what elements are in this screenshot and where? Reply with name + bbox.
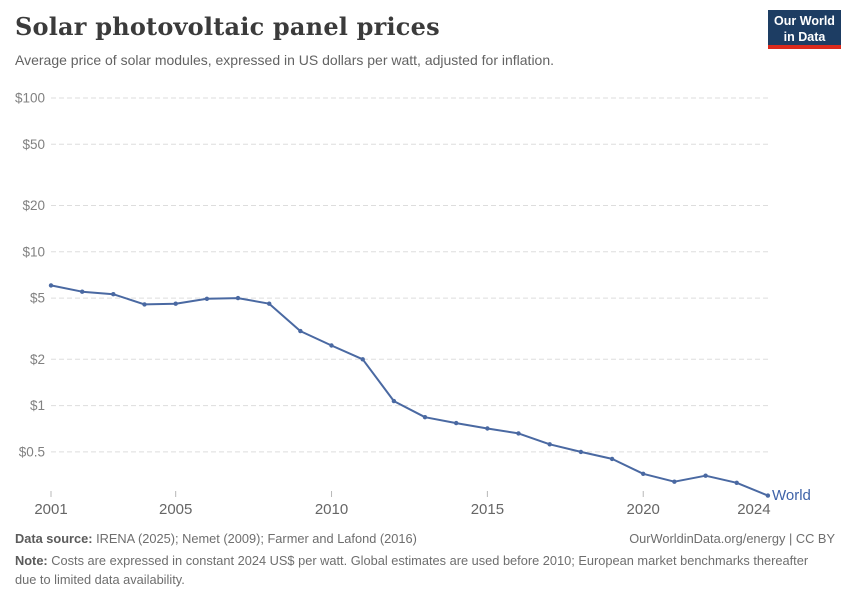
x-axis-tick-label: 2020 xyxy=(627,501,660,518)
data-point[interactable] xyxy=(609,456,615,462)
y-axis-tick-label: $10 xyxy=(22,244,45,259)
series-end-label[interactable]: World xyxy=(772,487,811,504)
data-point[interactable] xyxy=(235,295,241,301)
y-axis-tick-label: $1 xyxy=(30,398,45,413)
chart-subtitle: Average price of solar modules, expresse… xyxy=(15,52,555,68)
data-point[interactable] xyxy=(80,289,85,294)
data-point[interactable] xyxy=(641,471,646,476)
data-point[interactable] xyxy=(765,493,771,498)
data-point[interactable] xyxy=(204,296,210,301)
chart-footer: Data source: IRENA (2025); Nemet (2009);… xyxy=(15,531,835,589)
owid-logo-line1: Our World xyxy=(774,14,835,28)
line-chart-canvas[interactable]: $100 $50 $20 $10 $5 $2 $1 $0.5 2001 2005 2010 2015 2… xyxy=(0,0,850,525)
data-point[interactable] xyxy=(360,357,365,362)
x-axis-tick-label: 2015 xyxy=(471,501,504,518)
data-point[interactable] xyxy=(111,292,116,297)
data-point[interactable] xyxy=(391,398,397,404)
data-point[interactable] xyxy=(298,328,303,334)
y-axis-tick-label: $5 xyxy=(30,291,45,306)
x-axis-tick-label: 2010 xyxy=(315,501,348,518)
y-axis-tick-label: $20 xyxy=(22,198,45,213)
owid-logo[interactable]: Our World in Data xyxy=(768,10,841,49)
note-label: Note: xyxy=(15,553,48,568)
data-point[interactable] xyxy=(329,343,334,348)
data-point[interactable] xyxy=(703,473,708,478)
data-point[interactable] xyxy=(516,431,521,436)
data-source-text: IRENA (2025); Nemet (2009); Farmer and L… xyxy=(92,531,417,546)
x-axis-tick-label: 2005 xyxy=(159,501,192,518)
attribution-link[interactable]: OurWorldinData.org/energy | CC BY xyxy=(629,531,835,546)
y-axis-tick-label: $100 xyxy=(15,91,45,106)
x-axis-tick-label: 2001 xyxy=(34,501,67,518)
page-title: Solar photovoltaic panel prices xyxy=(15,12,440,41)
data-point[interactable] xyxy=(672,479,677,484)
data-source-label: Data source: xyxy=(15,531,93,546)
note-text: Costs are expressed in constant 2024 US$… xyxy=(15,553,809,587)
y-axis-tick-label: $50 xyxy=(22,137,45,152)
data-point[interactable] xyxy=(454,420,459,426)
data-point[interactable] xyxy=(485,426,490,431)
data-point[interactable] xyxy=(422,415,428,420)
data-point[interactable] xyxy=(48,283,54,288)
data-point[interactable] xyxy=(734,480,739,485)
owid-logo-line2: in Data xyxy=(783,29,826,44)
data-point[interactable] xyxy=(142,302,147,307)
series-line-world[interactable] xyxy=(50,284,769,497)
y-axis-tick-label: $0.5 xyxy=(19,444,45,459)
x-axis-tick-label: 2024 xyxy=(737,501,770,518)
data-point[interactable] xyxy=(267,301,272,306)
data-point[interactable] xyxy=(578,449,584,455)
data-source-line: Data source: IRENA (2025); Nemet (2009);… xyxy=(15,531,417,546)
data-point[interactable] xyxy=(547,442,552,447)
y-axis-tick-label: $2 xyxy=(30,352,45,367)
data-point[interactable] xyxy=(173,301,178,306)
chart-note: Note: Costs are expressed in constant 20… xyxy=(15,552,821,589)
